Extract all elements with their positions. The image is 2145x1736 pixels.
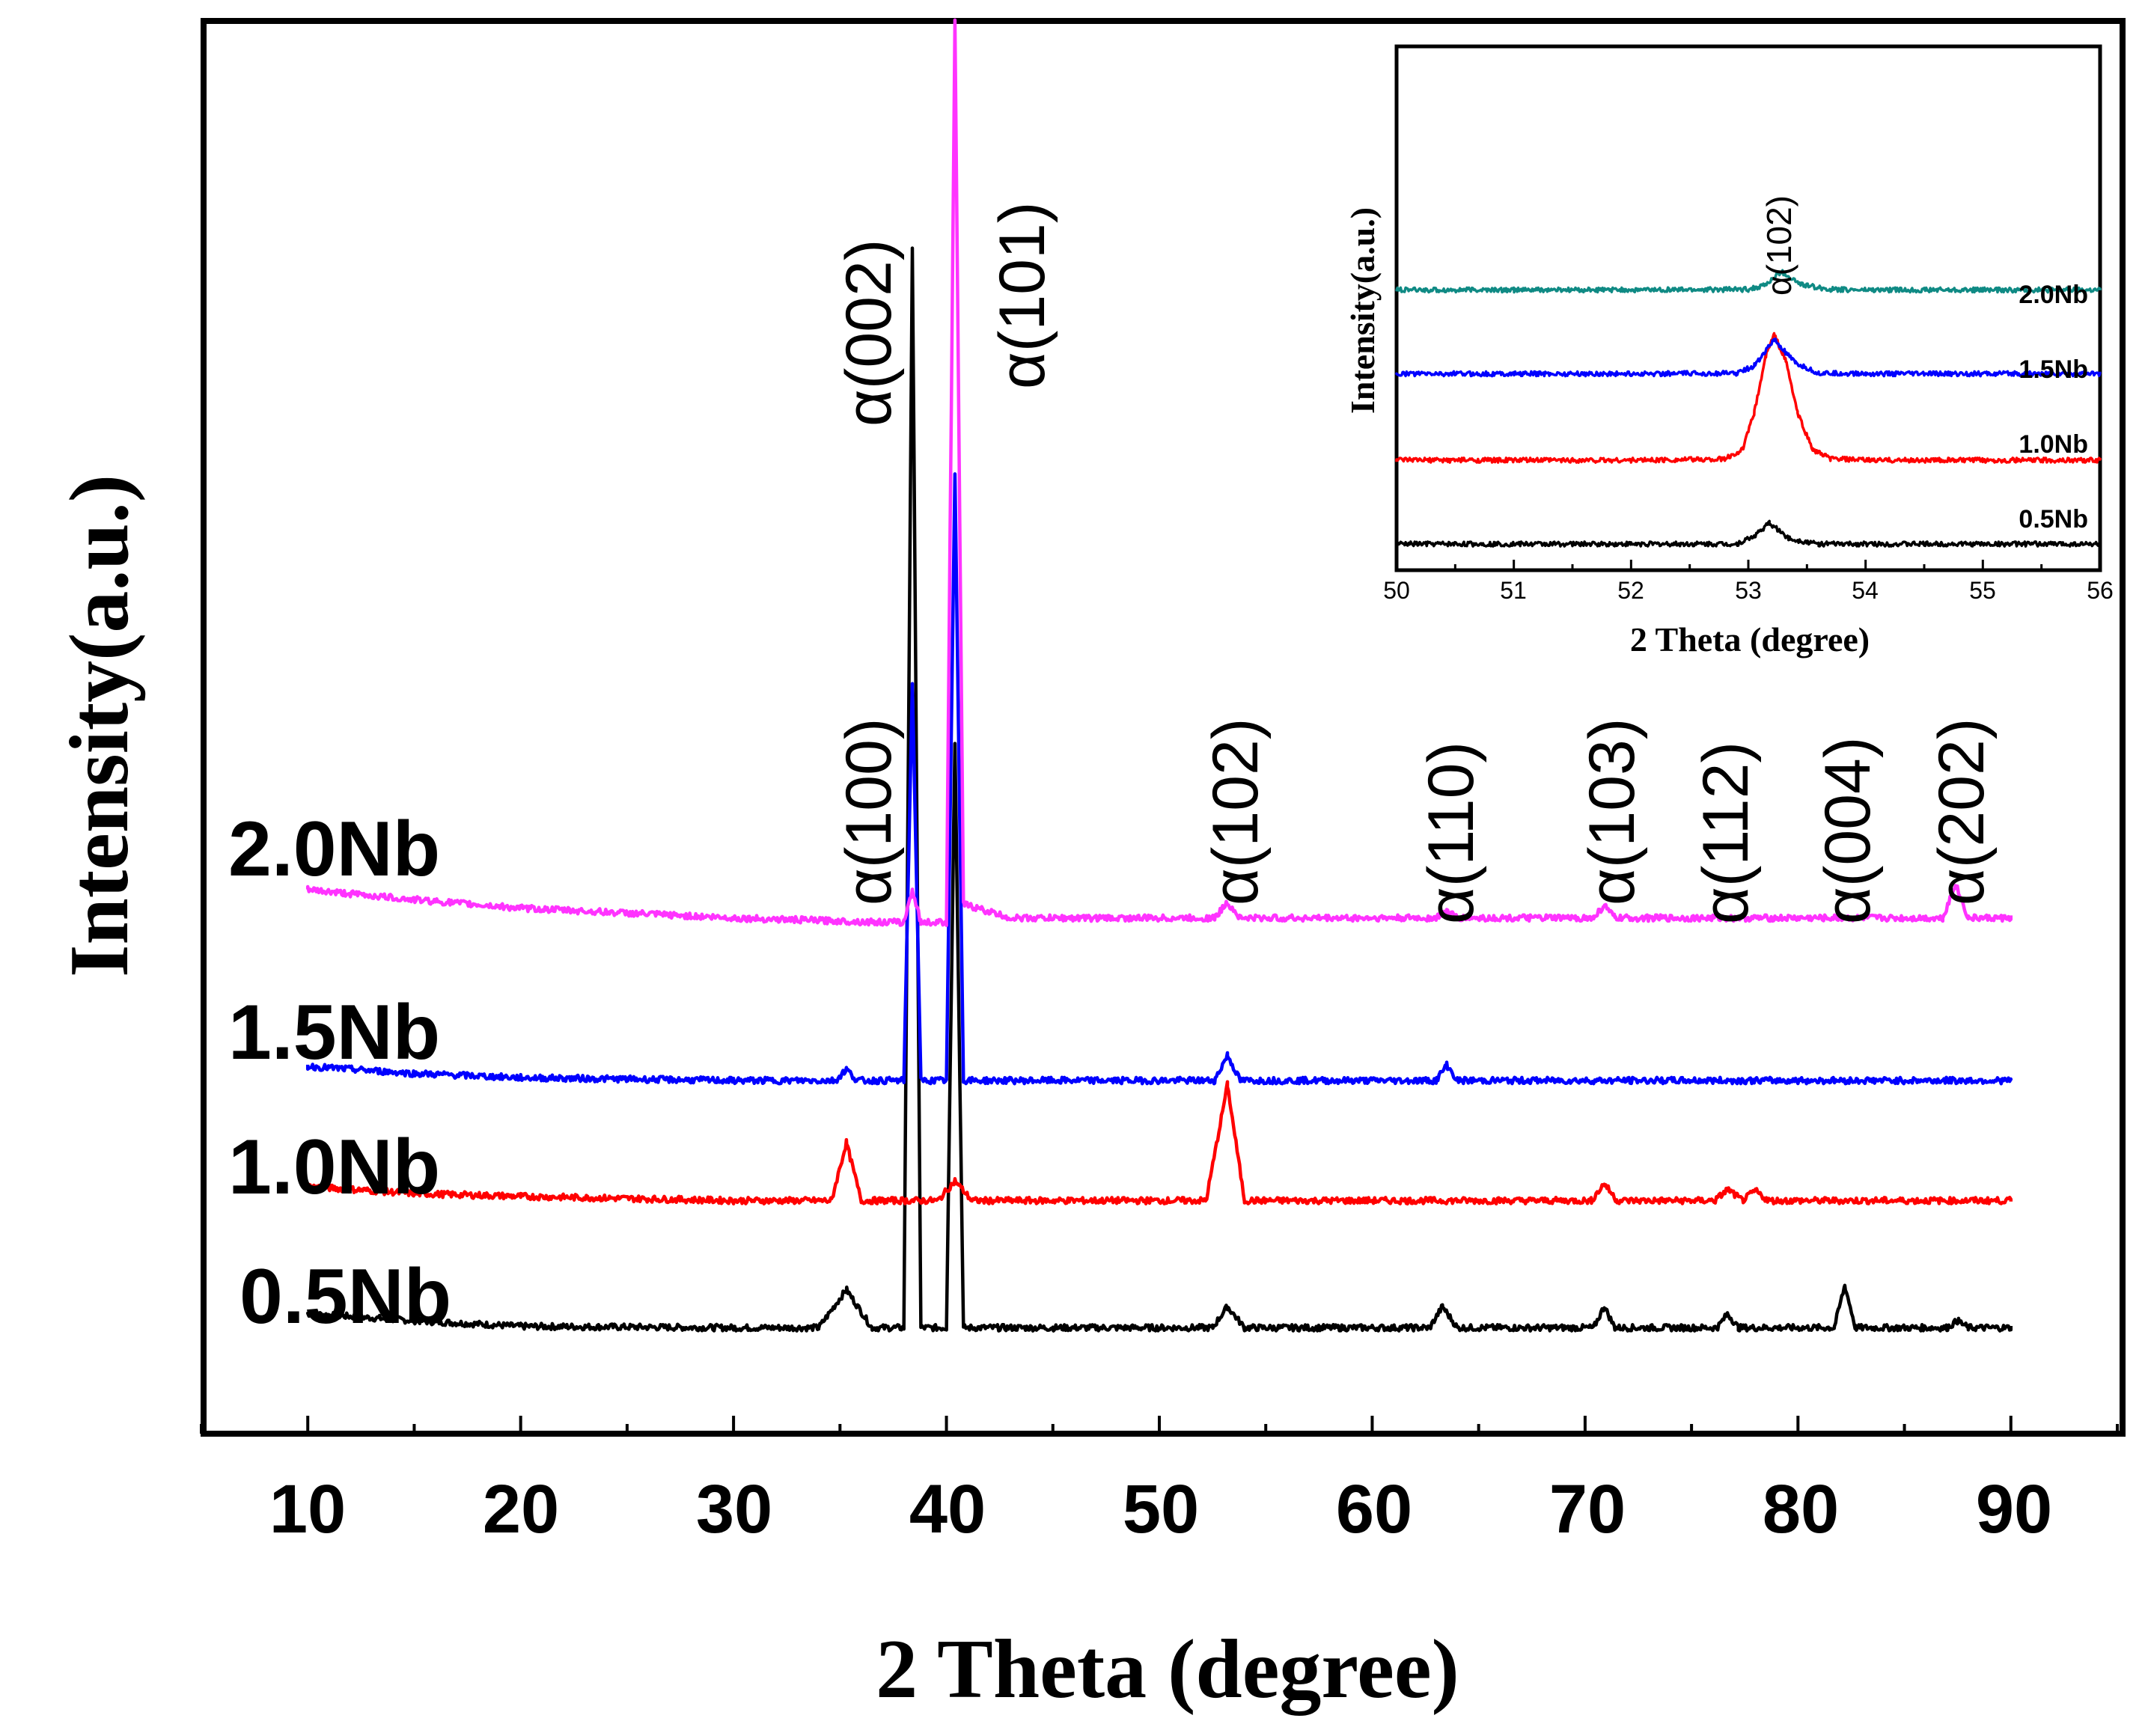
peak-label-110: α(110)	[1415, 742, 1487, 924]
series-line-1-0nb	[305, 1080, 2013, 1205]
inset-x-axis-title: 2 Theta (degree)	[1630, 620, 1870, 658]
main-x-tick-label: 10	[269, 1471, 346, 1547]
inset-x-tick-label: 54	[1852, 577, 1879, 604]
peak-label-103: α(103)	[1576, 718, 1648, 905]
peak-label-100: α(100)	[833, 718, 905, 905]
inset-y-axis-title: Intensity(a.u.)	[1343, 207, 1382, 414]
main-x-tick-label: 40	[909, 1471, 986, 1547]
main-series-lines	[305, 18, 2013, 1333]
main-plot-frame	[201, 18, 2126, 1437]
inset-x-tick-label: 56	[2087, 577, 2114, 604]
main-x-axis-title: 2 Theta (degree)	[876, 1623, 1459, 1716]
main-x-tick-label: 30	[696, 1471, 772, 1547]
main-x-tick-label: 50	[1123, 1471, 1199, 1547]
peak-label-112: α(112)	[1690, 742, 1762, 924]
series-label-1-5nb: 1.5Nb	[228, 989, 440, 1076]
peak-label-002: α(002)	[833, 239, 905, 427]
inset-chart: 50 51 52 53 54 55 56 2 Theta (degree) In…	[1343, 44, 2114, 658]
series-line-1-5nb	[305, 472, 2013, 1086]
inset-peak-label-102: α(102)	[1760, 195, 1798, 296]
inset-series-label-0-5nb: 0.5Nb	[2019, 505, 2088, 534]
peak-label-004: α(004)	[1812, 737, 1884, 924]
series-line-1-5nb	[1395, 337, 2102, 378]
series-label-1-0nb: 1.0Nb	[228, 1124, 440, 1211]
inset-x-tick-label: 50	[1383, 577, 1410, 604]
inset-x-tick-label: 51	[1500, 577, 1527, 604]
series-label-2-0nb: 2.0Nb	[228, 806, 440, 893]
main-x-tick-label: 80	[1763, 1471, 1839, 1547]
main-x-ticks	[200, 1416, 2119, 1434]
inset-x-tick-label: 53	[1735, 577, 1762, 604]
series-line-1-0nb	[1395, 331, 2102, 464]
peak-label-101: α(101)	[986, 202, 1058, 389]
main-x-tick-label: 20	[483, 1471, 559, 1547]
inset-x-tick-label: 55	[1969, 577, 1996, 604]
inset-series-label-1-0nb: 1.0Nb	[2019, 430, 2088, 459]
main-y-axis-title: Intensity(a.u.)	[53, 474, 146, 977]
peak-label-102: α(102)	[1200, 718, 1272, 905]
main-x-tick-label: 90	[1976, 1471, 2052, 1547]
series-label-0-5nb: 0.5Nb	[239, 1253, 451, 1340]
series-line-2-0nb	[1395, 269, 2102, 294]
inset-series-label-2-0nb: 2.0Nb	[2019, 281, 2088, 309]
inset-plot-frame	[1394, 44, 2102, 572]
inset-series-lines	[1395, 269, 2102, 548]
series-line-0-5nb	[305, 246, 2013, 1333]
inset-x-tick-label: 52	[1617, 577, 1644, 604]
inset-x-ticks	[1395, 560, 2102, 570]
series-line-0-5nb	[1395, 519, 2102, 548]
main-x-tick-label: 60	[1336, 1471, 1412, 1547]
peak-label-202: α(202)	[1926, 718, 1998, 905]
series-line-2-0nb	[305, 18, 2013, 927]
main-chart: 10 20 30 40 50 60 70 80 90 2 Theta (degr…	[53, 18, 2126, 1716]
inset-series-label-1-5nb: 1.5Nb	[2019, 355, 2088, 384]
main-x-tick-label: 70	[1549, 1471, 1626, 1547]
